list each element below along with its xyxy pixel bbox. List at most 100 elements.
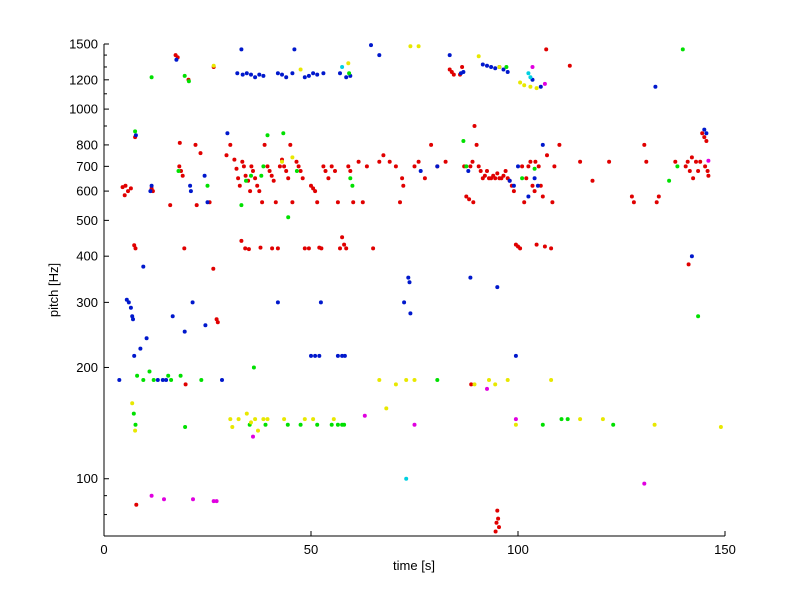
data-point-red [236,176,241,181]
data-point-yellow [280,159,284,164]
data-point-red [642,142,647,147]
data-point-red [198,151,203,156]
data-point-red [286,176,291,181]
data-point-green [520,176,525,181]
data-point-green [461,139,466,143]
data-point-red [494,520,499,525]
data-point-blue [447,53,452,58]
data-point-blue [131,317,135,322]
data-point-blue [540,142,545,147]
data-point-magenta [162,497,166,502]
data-point-red [698,159,703,164]
data-point-red [257,189,262,194]
data-point-red [524,176,529,181]
y-tick-label: 100 [76,471,98,486]
data-point-green [265,133,270,138]
data-point-red [416,159,421,164]
data-point-red [313,189,318,194]
data-point-red [255,183,260,188]
data-point-green [285,422,290,427]
data-point-green [675,164,680,169]
data-point-blue [495,285,500,290]
data-point-red [696,169,701,173]
data-point-red [656,194,661,199]
data-point-yellow [256,428,260,433]
data-point-red [302,246,307,251]
data-point-red [549,246,554,251]
data-point-green [342,422,347,427]
data-point-red [300,176,305,181]
data-point-red [282,164,287,169]
data-point-yellow [282,417,287,422]
data-point-red [470,159,475,164]
data-point-blue [702,127,707,132]
data-point-yellow [652,422,657,427]
data-point-red [685,159,690,164]
data-point-blue [302,75,307,80]
x-tick-label: 150 [714,542,736,557]
data-point-red [520,164,525,169]
y-tick-label: 500 [76,213,98,228]
data-point-red [493,176,498,181]
data-point-yellow [493,382,498,387]
data-point-blue [311,71,316,76]
data-point-magenta [513,417,518,422]
data-point-yellow [261,417,266,422]
data-point-red [194,203,199,208]
data-point-green [611,422,616,427]
data-point-red [476,164,481,169]
data-point-green [532,166,537,171]
data-point-green [680,47,685,52]
data-point-red [321,164,326,169]
data-point-yellow [346,61,351,66]
data-point-magenta [214,499,219,504]
data-point-blue [489,65,494,69]
data-point-red [273,200,278,205]
data-point-yellow [578,417,583,422]
data-point-red [526,164,531,169]
data-point-blue [225,131,230,136]
data-point-blue [313,353,318,358]
data-point-magenta [149,493,154,498]
data-point-blue [164,378,169,382]
data-point-red [467,197,472,202]
data-point-yellow [404,378,409,382]
data-point-red [241,164,246,169]
data-point-green [249,173,253,178]
data-point-red [538,183,543,188]
data-point-green [696,314,701,319]
data-point-blue [321,71,326,76]
data-point-red [253,176,258,181]
data-point-yellow [518,80,523,85]
data-point-green [133,129,138,134]
data-point-red [288,142,293,147]
data-point-red [348,169,353,173]
data-point-red [122,193,127,198]
data-point-yellow [497,65,502,69]
data-point-green [259,173,264,178]
data-point-green [329,422,334,427]
data-point-blue [257,72,262,77]
data-point-yellow [311,417,316,422]
data-point-blue [526,194,531,199]
data-point-red [193,142,198,147]
data-point-blue [704,131,709,136]
data-point-green [182,73,187,78]
data-point-red [387,159,392,164]
data-point-red [228,142,233,147]
data-point-red [271,178,276,183]
data-point-blue [133,133,138,138]
data-point-yellow [130,401,135,406]
data-point-green [239,203,244,208]
data-point-red [269,173,274,178]
data-point-green [176,169,181,173]
data-point-red [528,159,533,164]
data-point-blue [653,84,658,89]
y-tick-label: 200 [76,360,98,375]
data-point-green [281,131,286,136]
data-point-red [393,164,398,169]
data-point-red [706,173,711,178]
data-point-red [344,246,349,251]
x-tick-label: 50 [304,542,318,557]
data-point-blue [275,71,280,76]
